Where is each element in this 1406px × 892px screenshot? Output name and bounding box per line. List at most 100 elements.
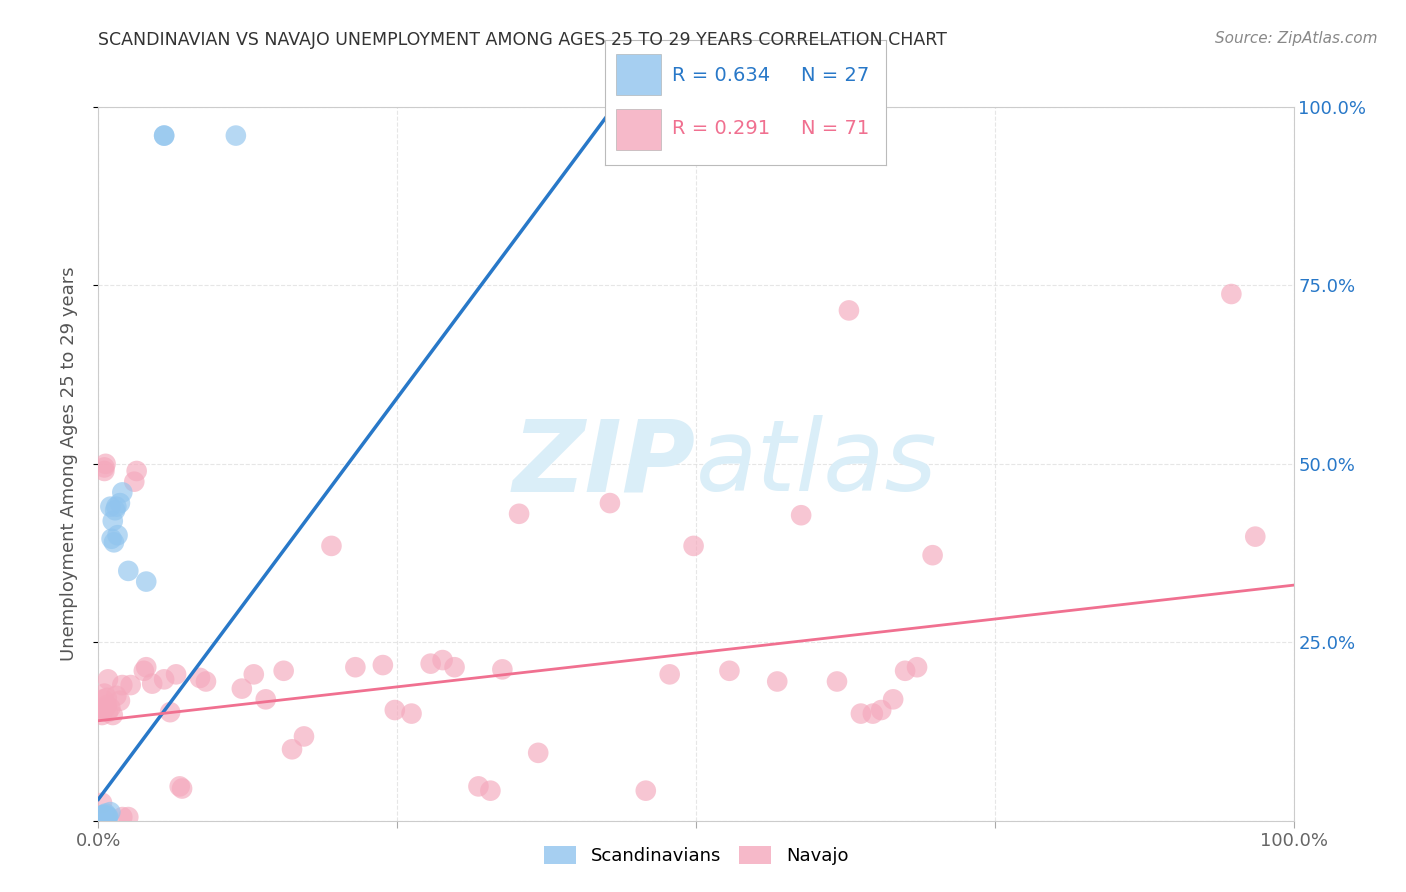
- Point: [91, 808, 114, 822]
- Bar: [616, 54, 661, 95]
- Point: [91, 708, 114, 723]
- Point: [159, 705, 181, 719]
- Point: [273, 664, 295, 678]
- Point: [188, 671, 211, 685]
- Point: [384, 703, 406, 717]
- Point: [108, 496, 131, 510]
- Point: [905, 660, 928, 674]
- Point: [838, 303, 860, 318]
- Point: [870, 703, 893, 717]
- Point: [96, 810, 118, 824]
- Text: N = 27: N = 27: [801, 66, 870, 85]
- Point: [117, 564, 139, 578]
- Point: [479, 783, 502, 797]
- Point: [120, 678, 142, 692]
- Point: [682, 539, 704, 553]
- Point: [104, 503, 127, 517]
- Point: [91, 703, 114, 717]
- Text: N = 71: N = 71: [801, 120, 870, 138]
- Point: [94, 701, 117, 715]
- Point: [90, 810, 112, 824]
- Point: [101, 708, 124, 723]
- Point: [344, 660, 367, 674]
- Point: [96, 690, 118, 705]
- Point: [93, 812, 115, 826]
- Point: [94, 806, 117, 821]
- Point: [599, 496, 621, 510]
- Text: atlas: atlas: [696, 416, 938, 512]
- Point: [108, 694, 131, 708]
- Point: [371, 658, 394, 673]
- Text: Source: ZipAtlas.com: Source: ZipAtlas.com: [1215, 31, 1378, 46]
- Point: [292, 730, 315, 744]
- Point: [135, 660, 157, 674]
- Point: [98, 500, 122, 514]
- Point: [165, 667, 187, 681]
- Point: [93, 464, 115, 478]
- Point: [790, 508, 813, 523]
- Point: [111, 678, 134, 692]
- Point: [93, 460, 115, 475]
- Point: [96, 810, 118, 824]
- Point: [862, 706, 884, 721]
- Point: [91, 796, 114, 810]
- Point: [882, 692, 904, 706]
- Point: [634, 783, 657, 797]
- Y-axis label: Unemployment Among Ages 25 to 29 years: Unemployment Among Ages 25 to 29 years: [59, 267, 77, 661]
- Point: [508, 507, 530, 521]
- Point: [100, 532, 122, 546]
- Point: [467, 780, 489, 794]
- Point: [254, 692, 277, 706]
- Text: SCANDINAVIAN VS NAVAJO UNEMPLOYMENT AMONG AGES 25 TO 29 YEARS CORRELATION CHART: SCANDINAVIAN VS NAVAJO UNEMPLOYMENT AMON…: [98, 31, 948, 49]
- Point: [91, 692, 114, 706]
- Text: R = 0.291: R = 0.291: [672, 120, 770, 138]
- Point: [125, 464, 148, 478]
- Point: [658, 667, 681, 681]
- Point: [91, 808, 114, 822]
- Point: [98, 805, 122, 819]
- Point: [401, 706, 423, 721]
- Point: [107, 528, 129, 542]
- Point: [124, 475, 146, 489]
- Legend: Scandinavians, Navajo: Scandinavians, Navajo: [536, 838, 856, 872]
- Text: R = 0.634: R = 0.634: [672, 66, 770, 85]
- Text: ZIP: ZIP: [513, 416, 696, 512]
- Point: [921, 548, 943, 562]
- Point: [491, 662, 513, 676]
- Point: [111, 485, 134, 500]
- Point: [432, 653, 454, 667]
- Point: [321, 539, 343, 553]
- Point: [169, 780, 191, 794]
- Point: [141, 676, 163, 690]
- Point: [98, 701, 122, 715]
- Point: [101, 514, 124, 528]
- Point: [718, 664, 741, 678]
- Point: [105, 689, 128, 703]
- Point: [103, 535, 125, 549]
- Point: [225, 128, 247, 143]
- Point: [97, 673, 120, 687]
- Point: [849, 706, 872, 721]
- Point: [419, 657, 441, 671]
- Point: [93, 808, 115, 822]
- Point: [243, 667, 266, 681]
- Point: [135, 574, 157, 589]
- Point: [153, 128, 176, 143]
- Point: [153, 673, 176, 687]
- Point: [111, 810, 134, 824]
- Point: [105, 500, 128, 514]
- Point: [443, 660, 465, 674]
- Point: [117, 810, 139, 824]
- Point: [97, 810, 120, 824]
- Bar: [616, 109, 661, 150]
- Point: [194, 674, 218, 689]
- Point: [96, 698, 118, 712]
- Point: [91, 810, 114, 824]
- Point: [93, 687, 115, 701]
- Point: [90, 703, 112, 717]
- Point: [91, 812, 114, 826]
- Point: [97, 705, 120, 719]
- Point: [1244, 530, 1267, 544]
- Point: [172, 781, 194, 796]
- Point: [97, 809, 120, 823]
